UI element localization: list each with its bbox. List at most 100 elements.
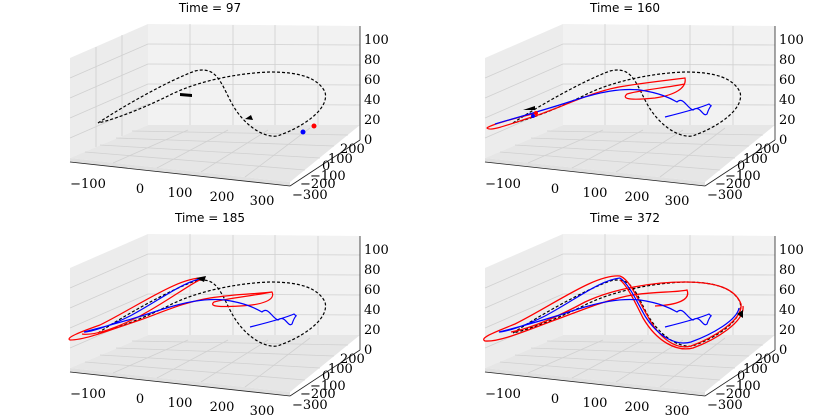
- y-tick: −200: [300, 387, 336, 402]
- x-tick-labels: −100 0 100 200 300: [485, 387, 689, 417]
- y-tick: −300: [707, 398, 743, 413]
- y-tick: −200: [300, 177, 336, 192]
- x-tick: −100: [70, 177, 106, 192]
- grid-lines: [69, 234, 361, 388]
- y-tick: 200: [755, 352, 780, 367]
- y-tick: 200: [340, 142, 365, 157]
- z-tick: 80: [364, 53, 381, 68]
- red-trajectory-point: [534, 111, 538, 115]
- x-tick: 200: [625, 190, 650, 205]
- y-tick: 0: [322, 159, 330, 174]
- z-tick: 20: [779, 113, 796, 128]
- x-tick: −100: [485, 387, 521, 402]
- y-tick: −300: [292, 188, 328, 203]
- z-tick: 60: [364, 73, 381, 88]
- x-tick-labels: −100 0 100 200 300: [70, 387, 274, 417]
- x-tick: 200: [210, 190, 235, 205]
- reference-trajectory: [512, 69, 742, 137]
- z-tick: 0: [364, 133, 372, 148]
- z-tick: 60: [779, 73, 796, 88]
- x-tick: 100: [583, 186, 608, 201]
- panel-title: Time = 372: [589, 211, 660, 225]
- red-trajectory: [486, 77, 686, 130]
- x-tick: 300: [250, 404, 275, 417]
- z-tick: 40: [779, 93, 796, 108]
- panel-title: Time = 185: [174, 211, 245, 225]
- y-tick-labels: 200 100 0 −100 −200 −300: [707, 352, 780, 413]
- y-tick: 0: [737, 369, 745, 384]
- z-tick-labels: 100 80 60 40 20 0: [779, 33, 804, 148]
- panel-3: Time = 185 100 80 60 40 20 0 200 100 0 −…: [68, 211, 389, 417]
- y-tick: 200: [340, 352, 365, 367]
- panel-title: Time = 97: [178, 1, 241, 15]
- grid-lines: [69, 24, 361, 178]
- x-tick-labels: −100 0 100 200 300: [70, 177, 274, 209]
- arrow-marker: [245, 115, 253, 120]
- x-tick: 0: [136, 182, 144, 197]
- panel-1: Time = 97 100 80 60 40 20 0 200 100 0 −1…: [69, 1, 389, 209]
- arrow-marker: [737, 310, 743, 318]
- z-tick-labels: 100 80 60 40 20 0: [779, 243, 804, 358]
- z-tick: 0: [779, 343, 787, 358]
- reference-trajectory: [97, 279, 327, 347]
- z-tick-labels: 100 80 60 40 20 0: [364, 33, 389, 148]
- y-tick-labels: 200 100 0 −100 −200 −300: [707, 142, 780, 203]
- y-tick: 0: [737, 159, 745, 174]
- blue-trajectory: [83, 277, 297, 333]
- x-tick: 100: [168, 396, 193, 411]
- y-tick: −100: [310, 169, 346, 184]
- x-tick: 300: [250, 194, 275, 209]
- y-tick: −200: [715, 387, 751, 402]
- y-tick-labels: 200 100 0 −100 −200 −300: [292, 352, 365, 413]
- z-tick: 80: [779, 263, 796, 278]
- z-tick: 80: [364, 263, 381, 278]
- z-tick: 60: [779, 283, 796, 298]
- reference-trajectory: [512, 279, 742, 347]
- red-agent-marker: [180, 93, 192, 97]
- x-tick: 0: [551, 182, 559, 197]
- y-tick: −300: [707, 188, 743, 203]
- y-tick: −100: [310, 379, 346, 394]
- y-tick: 100: [743, 152, 768, 167]
- x-tick: 0: [551, 392, 559, 407]
- arrow-marker: [196, 276, 206, 282]
- y-tick: −100: [725, 379, 761, 394]
- panel-2: Time = 160 100 80 60 40 20 0 200 100 0 −…: [484, 1, 804, 209]
- y-tick: 100: [328, 362, 353, 377]
- x-tick: 100: [168, 186, 193, 201]
- axis-edges: [484, 236, 776, 397]
- y-tick-labels: 200 100 0 −100 −200 −300: [292, 142, 365, 203]
- axis-edges: [484, 26, 776, 187]
- blue-trajectory: [494, 88, 712, 125]
- arrow-marker: [523, 106, 535, 110]
- z-tick: 100: [779, 243, 804, 258]
- axis-edges: [69, 236, 361, 397]
- blue-trajectory: [498, 277, 740, 344]
- blue-trajectory-point: [531, 114, 535, 118]
- blue-trajectory-point: [300, 129, 306, 135]
- x-tick: 0: [136, 392, 144, 407]
- z-tick: 20: [364, 113, 381, 128]
- z-tick: 80: [779, 53, 796, 68]
- z-tick: 40: [364, 93, 381, 108]
- z-tick: 40: [364, 303, 381, 318]
- z-tick: 100: [364, 243, 389, 258]
- y-tick: 100: [743, 362, 768, 377]
- y-tick: 100: [328, 152, 353, 167]
- axis-edges: [69, 26, 361, 187]
- x-tick: 100: [583, 396, 608, 411]
- x-tick: −100: [485, 177, 521, 192]
- y-tick: −300: [292, 398, 328, 413]
- red-trajectory-point: [311, 123, 317, 129]
- y-tick: 0: [322, 369, 330, 384]
- z-tick: 20: [779, 323, 796, 338]
- z-tick: 0: [779, 133, 787, 148]
- y-tick: −200: [715, 177, 751, 192]
- z-tick: 40: [779, 303, 796, 318]
- grid-lines: [484, 24, 776, 178]
- z-tick: 100: [364, 33, 389, 48]
- x-tick: −100: [70, 387, 106, 402]
- panel-title: Time = 160: [589, 1, 660, 15]
- z-tick: 60: [364, 283, 381, 298]
